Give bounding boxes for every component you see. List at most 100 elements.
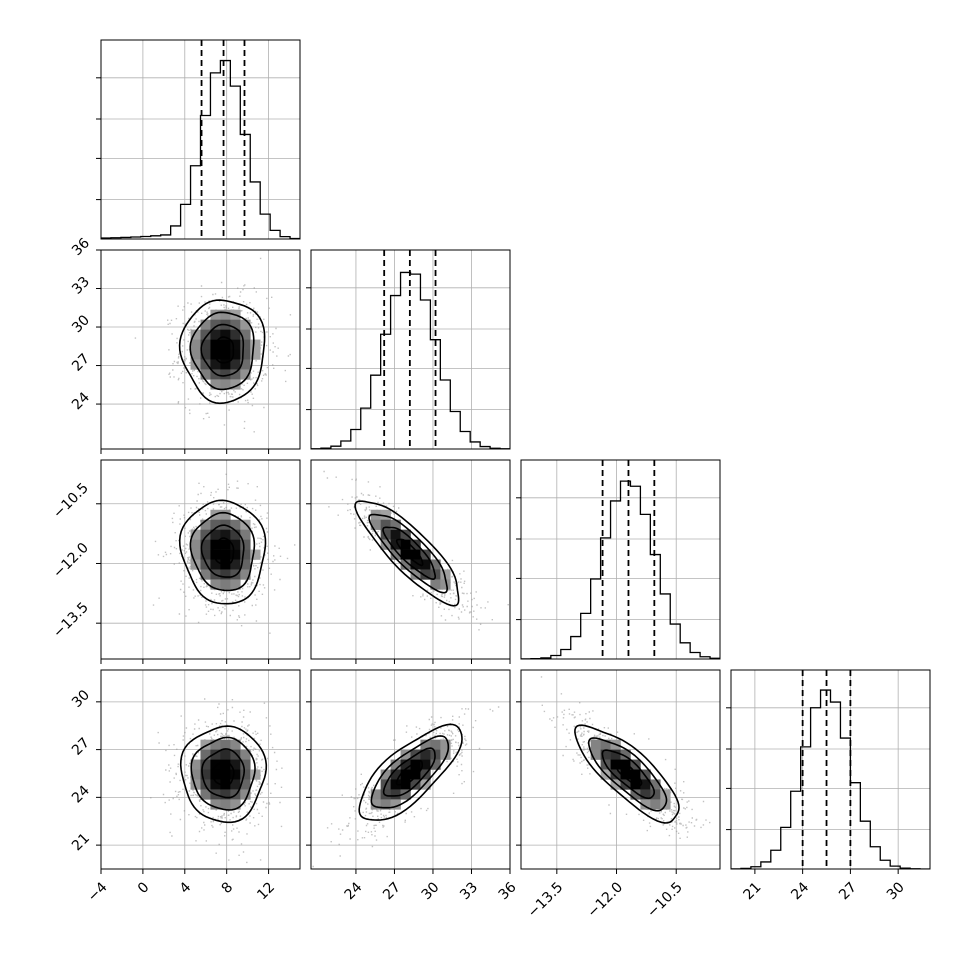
contour-line — [358, 723, 463, 821]
density-cell — [220, 529, 231, 540]
density-cell — [440, 739, 451, 750]
density-cell — [220, 579, 231, 590]
histogram-panel-3 — [726, 669, 931, 870]
density-cell — [210, 379, 221, 390]
density-cell — [240, 789, 251, 800]
density-cell — [390, 759, 401, 770]
density-cell — [420, 779, 431, 790]
density-cell — [650, 799, 661, 810]
density-cell — [430, 739, 441, 750]
density-cell — [410, 559, 421, 570]
density-cell — [420, 759, 431, 770]
contour-line — [368, 513, 449, 594]
density-cell — [200, 519, 211, 530]
contour-line — [211, 537, 235, 565]
density-cell — [190, 329, 201, 340]
density-cell — [590, 749, 601, 760]
density-cell — [210, 309, 221, 320]
density-cell — [240, 779, 251, 790]
density-cell — [200, 319, 211, 330]
density-cell — [230, 539, 241, 550]
density-cell — [220, 799, 231, 810]
density-cell — [590, 739, 601, 750]
density-cell — [240, 549, 251, 560]
density-cell — [230, 579, 241, 590]
density-cell — [250, 549, 261, 560]
x-tick-label: 27 — [380, 879, 404, 903]
density-cell — [190, 529, 201, 540]
panel-frame — [310, 669, 511, 870]
density-cell — [380, 509, 391, 520]
density-cell — [440, 569, 451, 580]
density-cell — [210, 519, 221, 530]
density-cell — [220, 749, 231, 760]
density-cell — [200, 529, 211, 540]
density-cell — [230, 369, 241, 380]
density-cell — [390, 789, 401, 800]
density-cell — [220, 569, 231, 580]
density-cell — [240, 319, 251, 330]
density-cell — [230, 529, 241, 540]
contour-line — [370, 735, 450, 809]
panel-frame — [730, 669, 931, 870]
density-cell — [230, 319, 241, 330]
density-cell — [400, 539, 411, 550]
density-cell — [620, 749, 631, 760]
density-cell — [220, 309, 231, 320]
density-cell — [220, 769, 231, 780]
density-cell — [380, 519, 391, 530]
density-cell — [190, 349, 201, 360]
density-cell — [210, 739, 221, 750]
density-cell — [390, 779, 401, 790]
density-cell — [230, 759, 241, 770]
density-cell — [220, 379, 231, 390]
histogram-panel-1 — [306, 249, 511, 450]
contour-line — [200, 323, 245, 377]
density-cell — [430, 559, 441, 570]
contour-line — [395, 760, 423, 786]
density-cell — [230, 749, 241, 760]
x-tick-label: 24 — [788, 879, 812, 903]
scatter-points — [312, 706, 500, 868]
density-cell — [420, 749, 431, 760]
density-cell — [200, 759, 211, 770]
x-tick-label: 24 — [342, 879, 366, 903]
contour-line — [201, 748, 245, 799]
y-tick-label: −10.5 — [50, 480, 92, 522]
contour-line — [189, 511, 256, 592]
contour-line — [614, 761, 643, 787]
density-cell — [220, 329, 231, 340]
x-tick-label: 33 — [457, 879, 481, 903]
density-cell — [400, 769, 411, 780]
scatter-panel-2-0 — [96, 459, 301, 664]
y-tick-label: 24 — [69, 783, 93, 807]
density-cell — [210, 779, 221, 790]
x-tick-label: 30 — [419, 879, 443, 903]
density-cell — [230, 549, 241, 560]
density-cell — [650, 779, 661, 790]
density-cell — [240, 759, 251, 770]
density-cell — [200, 539, 211, 550]
density-cell — [390, 519, 401, 530]
density-cell — [600, 749, 611, 760]
density-cell — [230, 329, 241, 340]
y-tick-label: 24 — [69, 389, 93, 413]
panel-frame — [100, 669, 301, 870]
density-cell — [610, 769, 621, 780]
density-cell — [210, 329, 221, 340]
density-cell — [210, 759, 221, 770]
density-cell — [610, 779, 621, 790]
density-cell — [200, 749, 211, 760]
density-cell — [200, 569, 211, 580]
contour-line — [211, 336, 235, 364]
density-cell — [620, 769, 631, 780]
density-cell — [200, 549, 211, 560]
density-cell — [610, 749, 621, 760]
density-cell — [190, 779, 201, 790]
density-cell — [190, 549, 201, 560]
density-cell — [210, 529, 221, 540]
density-cell — [220, 339, 231, 350]
density-cell — [200, 739, 211, 750]
density-cell — [220, 359, 231, 370]
density-cell — [380, 769, 391, 780]
